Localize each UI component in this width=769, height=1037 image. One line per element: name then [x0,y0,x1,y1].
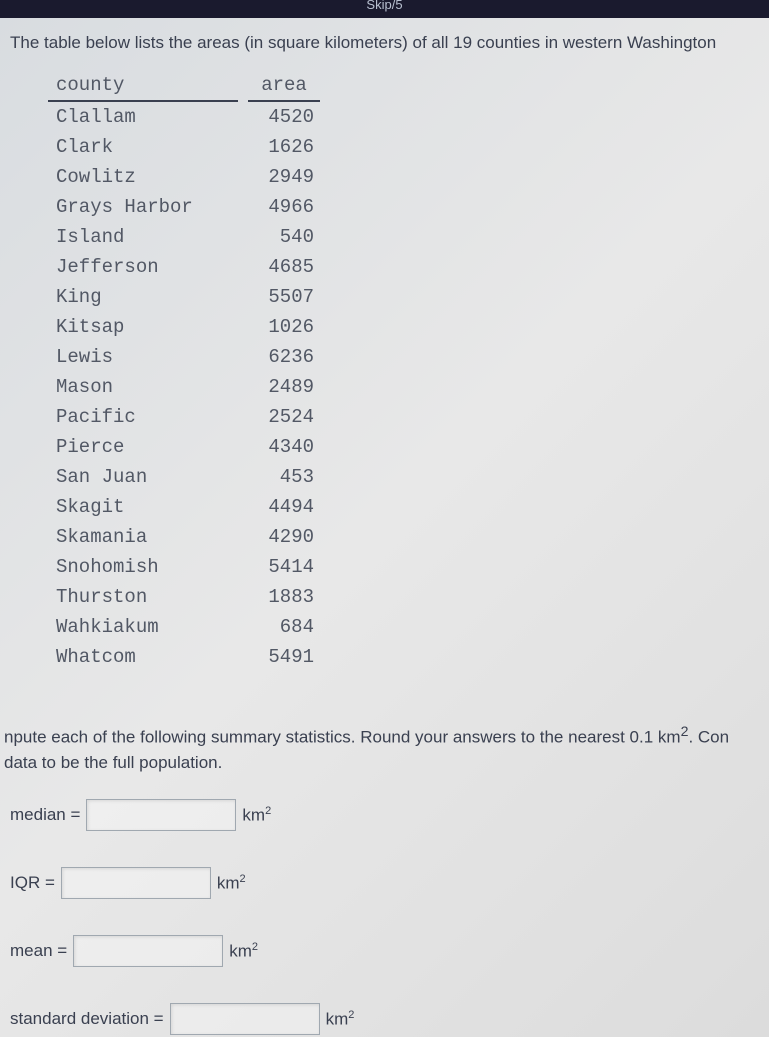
table-row: Clallam4520 [48,102,769,132]
mean-label: mean = [10,941,67,961]
area-cell: 5491 [248,646,320,668]
county-cell: Whatcom [48,646,248,668]
table-row: Cowlitz2949 [48,162,769,192]
table-row: Kitsap1026 [48,312,769,342]
sd-label: standard deviation = [10,1009,164,1029]
area-cell: 2489 [248,376,320,398]
county-cell: San Juan [48,466,248,488]
area-cell: 2524 [248,406,320,428]
area-cell: 4494 [248,496,320,518]
mean-input[interactable] [73,935,223,967]
county-cell: Skamania [48,526,248,548]
area-cell: 4290 [248,526,320,548]
area-cell: 453 [248,466,320,488]
county-area-table: county area Clallam4520Clark1626Cowlitz2… [48,74,769,672]
table-row: King5507 [48,282,769,312]
table-row: Mason2489 [48,372,769,402]
area-cell: 1026 [248,316,320,338]
mean-unit: km2 [229,941,258,962]
stats-section: median = km2 IQR = km2 mean = km2 standa… [4,785,769,1035]
county-cell: Clallam [48,106,248,128]
table-body: Clallam4520Clark1626Cowlitz2949Grays Har… [48,102,769,672]
county-cell: Jefferson [48,256,248,278]
county-cell: Pierce [48,436,248,458]
header-county: county [48,74,238,102]
area-cell: 4340 [248,436,320,458]
table-row: Skamania4290 [48,522,769,552]
question-text: npute each of the following summary stat… [4,672,769,786]
sd-unit: km2 [326,1009,355,1030]
iqr-label: IQR = [10,873,55,893]
area-cell: 4685 [248,256,320,278]
sd-input[interactable] [170,1003,320,1035]
iqr-input[interactable] [61,867,211,899]
county-cell: Pacific [48,406,248,428]
area-cell: 5507 [248,286,320,308]
area-cell: 5414 [248,556,320,578]
header-area: area [248,74,320,102]
median-input[interactable] [86,799,236,831]
area-cell: 1883 [248,586,320,608]
county-cell: King [48,286,248,308]
county-cell: Kitsap [48,316,248,338]
county-cell: Snohomish [48,556,248,578]
county-cell: Island [48,226,248,248]
top-bar-text: Skip/5 [366,0,402,12]
county-cell: Wahkiakum [48,616,248,638]
county-cell: Mason [48,376,248,398]
county-cell: Grays Harbor [48,196,248,218]
table-row: Pierce4340 [48,432,769,462]
area-cell: 2949 [248,166,320,188]
area-cell: 6236 [248,346,320,368]
median-label: median = [10,805,80,825]
sd-row: standard deviation = km2 [4,1003,769,1035]
question-line1-end: . Con [688,727,729,746]
table-row: Skagit4494 [48,492,769,522]
area-cell: 540 [248,226,320,248]
county-cell: Skagit [48,496,248,518]
table-row: Pacific2524 [48,402,769,432]
table-row: Lewis6236 [48,342,769,372]
median-unit: km2 [242,805,271,826]
table-row: Thurston1883 [48,582,769,612]
table-row: Jefferson4685 [48,252,769,282]
area-cell: 4966 [248,196,320,218]
area-cell: 4520 [248,106,320,128]
intro-text: The table below lists the areas (in squa… [4,26,769,74]
main-content: The table below lists the areas (in squa… [0,18,769,1035]
table-row: Grays Harbor4966 [48,192,769,222]
table-header-row: county area [48,74,769,102]
table-row: Snohomish5414 [48,552,769,582]
county-cell: Clark [48,136,248,158]
table-row: Wahkiakum684 [48,612,769,642]
county-cell: Cowlitz [48,166,248,188]
iqr-row: IQR = km2 [4,867,769,899]
table-row: San Juan453 [48,462,769,492]
area-cell: 684 [248,616,320,638]
iqr-unit: km2 [217,873,246,894]
table-row: Clark1626 [48,132,769,162]
county-cell: Lewis [48,346,248,368]
question-line2: data to be the full population. [4,753,222,772]
table-row: Whatcom5491 [48,642,769,672]
question-line1: npute each of the following summary stat… [4,727,681,746]
table-row: Island540 [48,222,769,252]
top-bar: Skip/5 [0,0,769,18]
county-cell: Thurston [48,586,248,608]
area-cell: 1626 [248,136,320,158]
mean-row: mean = km2 [4,935,769,967]
median-row: median = km2 [4,799,769,831]
